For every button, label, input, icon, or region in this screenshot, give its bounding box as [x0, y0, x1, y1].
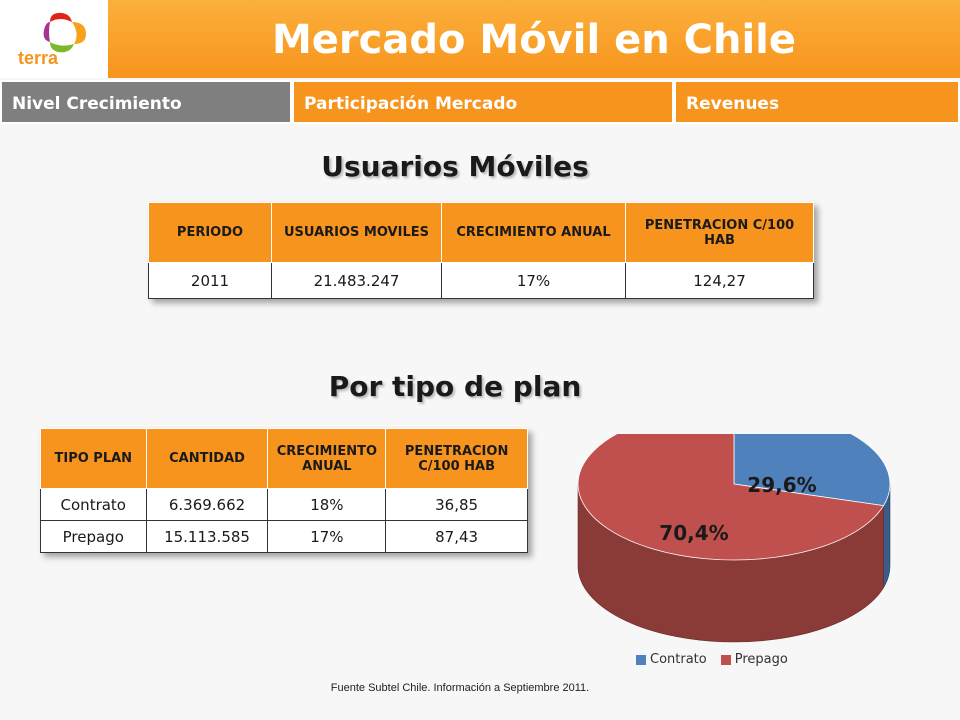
header-crecimiento-anual: CRECIMIENTO ANUAL: [267, 428, 387, 489]
cell-periodo: 2011: [147, 262, 273, 299]
cell-cantidad: 15.113.585: [145, 520, 269, 553]
tab-bar: Nivel Crecimiento Participación Mercado …: [0, 80, 960, 126]
pie-chart: 29,6% 70,4%: [577, 434, 891, 643]
cell-crecimiento: 17%: [441, 262, 626, 299]
pie-slice-prepago: [577, 434, 885, 561]
header-bar: terra Mercado Móvil en Chile: [0, 0, 960, 78]
legend-label-contrato: Contrato: [650, 652, 707, 667]
legend-swatch-prepago: [720, 654, 731, 665]
legend-label-prepago: Prepago: [734, 652, 788, 667]
cell-tipo: Contrato: [40, 488, 147, 521]
terra-logo: terra: [0, 0, 108, 78]
header-tipo-plan: TIPO PLAN: [40, 428, 147, 489]
table-row: 2011 21.483.247 17% 124,27: [147, 262, 814, 299]
usuarios-table: PERIODO USUARIOS MOVILES CRECIMIENTO ANU…: [147, 202, 814, 299]
cell-penetracion: 36,85: [385, 488, 528, 521]
section-title-usuarios: Usuarios Móviles: [321, 150, 589, 183]
header-penetracion: PENETRACION C/100 HAB: [385, 428, 528, 489]
pie-slice-contrato: [733, 434, 891, 507]
legend-item-contrato: Contrato: [636, 652, 707, 667]
tab-revenues[interactable]: Revenues: [674, 80, 960, 124]
legend-item-prepago: Prepago: [720, 652, 788, 667]
header-penetracion: PENETRACION C/100 HAB: [625, 202, 814, 263]
cell-crecimiento: 18%: [267, 488, 387, 521]
header-usuarios-moviles: USUARIOS MOVILES: [271, 202, 442, 263]
table-row: Contrato 6.369.662 18% 36,85: [40, 488, 528, 521]
header-cantidad: CANTIDAD: [145, 428, 269, 489]
header-periodo: PERIODO: [147, 202, 273, 263]
header-crecimiento-anual: CRECIMIENTO ANUAL: [441, 202, 626, 263]
logo-text: terra: [18, 48, 59, 68]
cell-usuarios: 21.483.247: [271, 262, 442, 299]
cell-cantidad: 6.369.662: [145, 488, 269, 521]
tab-participacion-mercado[interactable]: Participación Mercado: [292, 80, 674, 124]
table-row: Prepago 15.113.585 17% 87,43: [40, 520, 528, 553]
terra-logo-icon: terra: [18, 12, 86, 68]
plan-table: TIPO PLAN CANTIDAD CRECIMIENTO ANUAL PEN…: [40, 428, 528, 553]
cell-penetracion: 124,27: [625, 262, 814, 299]
page-title: Mercado Móvil en Chile: [271, 17, 797, 63]
cell-crecimiento: 17%: [267, 520, 387, 553]
chart-legend: Contrato Prepago: [636, 652, 788, 667]
section-title-plan: Por tipo de plan: [328, 370, 582, 403]
cell-penetracion: 87,43: [385, 520, 528, 553]
cell-tipo: Prepago: [40, 520, 147, 553]
source-note: Fuente Subtel Chile. Información a Septi…: [330, 682, 590, 694]
pie-label-prepago: 70,4%: [659, 521, 728, 545]
legend-swatch-contrato: [636, 654, 646, 665]
tab-nivel-crecimiento[interactable]: Nivel Crecimiento: [0, 80, 292, 124]
pie-label-contrato: 29,6%: [747, 473, 816, 497]
